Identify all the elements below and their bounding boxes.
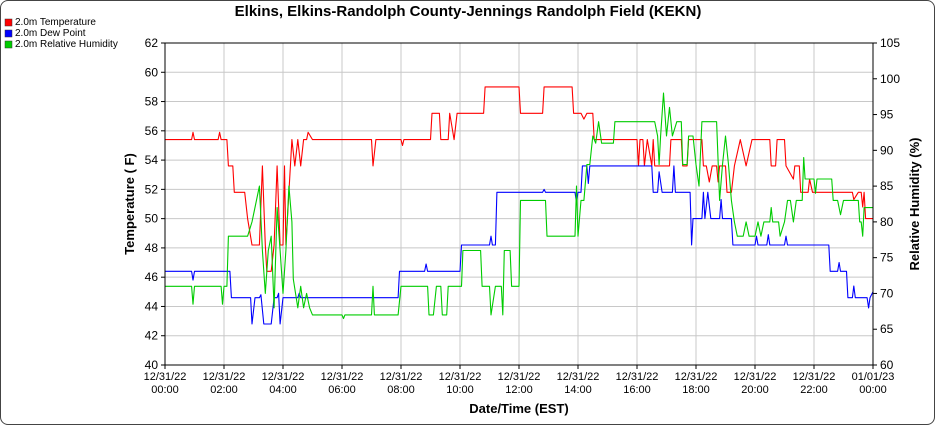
x-tick-date: 12/31/22 — [498, 371, 541, 383]
y2-tick-label: 95 — [880, 108, 894, 122]
y2-tick-label: 90 — [880, 143, 894, 157]
right-axis-ticks: 60 65 70 75 80 85 90 95 100 105 — [873, 36, 900, 372]
legend-swatch — [4, 40, 13, 49]
x-tick-date: 12/31/22 — [380, 371, 423, 383]
y-tick-label: 50 — [145, 212, 159, 226]
y-tick-label: 62 — [145, 36, 159, 50]
legend-swatch — [4, 18, 13, 27]
y-tick-label: 40 — [145, 358, 159, 372]
y2-tick-label: 80 — [880, 215, 894, 229]
y2-tick-label: 65 — [880, 322, 894, 336]
x-tick-date: 12/31/22 — [321, 371, 364, 383]
y2-tick-label: 85 — [880, 179, 894, 193]
x-tick-time: 16:00 — [623, 384, 651, 396]
x-tick-date: 12/31/22 — [675, 371, 718, 383]
x-tick-time: 10:00 — [446, 384, 474, 396]
x-tick-time: 18:00 — [682, 384, 710, 396]
y2-tick-label: 105 — [880, 36, 900, 50]
chart-title: Elkins, Elkins-Randolph County-Jennings … — [235, 3, 702, 20]
x-tick-date: 12/31/22 — [144, 371, 187, 383]
x-tick-time: 20:00 — [741, 384, 769, 396]
x-tick-date: 12/31/22 — [439, 371, 482, 383]
x-tick-date: 12/31/22 — [734, 371, 777, 383]
x-tick-time: 06:00 — [328, 384, 356, 396]
x-tick-time: 12:00 — [505, 384, 533, 396]
x-tick-time: 08:00 — [387, 384, 415, 396]
y-tick-label: 48 — [145, 241, 159, 255]
y-tick-label: 56 — [145, 124, 159, 138]
x-tick-date: 12/31/22 — [793, 371, 836, 383]
legend-swatch — [4, 29, 13, 38]
x-tick-date: 01/01/23 — [852, 371, 895, 383]
x-axis-ticks: 12/31/2200:0012/31/2202:0012/31/2204:001… — [144, 365, 895, 396]
y2-axis-title: Relative Humidity (%) — [907, 138, 922, 271]
y2-tick-label: 60 — [880, 358, 894, 372]
y2-tick-label: 70 — [880, 286, 894, 300]
legend-label: 2.0m Temperature — [15, 17, 96, 28]
x-tick-time: 22:00 — [800, 384, 828, 396]
x-tick-date: 12/31/22 — [557, 371, 600, 383]
x-tick-date: 12/31/22 — [203, 371, 246, 383]
left-axis-ticks: 40 42 44 46 48 50 52 54 56 58 60 62 — [145, 36, 165, 372]
legend-label: 2.0m Relative Humidity — [15, 39, 118, 50]
x-tick-date: 12/31/22 — [262, 371, 305, 383]
x-axis-title: Date/Time (EST) — [469, 401, 568, 416]
y-tick-label: 58 — [145, 95, 159, 109]
y-tick-label: 60 — [145, 65, 159, 79]
x-tick-time: 14:00 — [564, 384, 592, 396]
x-tick-time: 02:00 — [210, 384, 238, 396]
x-tick-time: 00:00 — [859, 384, 887, 396]
y-tick-label: 42 — [145, 329, 159, 343]
y-axis-title: Temperature ( F) — [122, 153, 137, 255]
x-tick-time: 04:00 — [269, 384, 297, 396]
series-line-0 — [165, 86, 873, 272]
y2-tick-label: 100 — [880, 72, 900, 86]
series-line-1 — [165, 165, 874, 325]
y-tick-label: 44 — [145, 299, 159, 313]
x-tick-time: 00:00 — [151, 384, 179, 396]
y2-tick-label: 75 — [880, 251, 894, 265]
x-tick-date: 12/31/22 — [616, 371, 659, 383]
y-tick-label: 52 — [145, 182, 159, 196]
series-line-2 — [165, 92, 873, 320]
y-tick-label: 46 — [145, 270, 159, 284]
series-layer — [165, 86, 874, 325]
legend-label: 2.0m Dew Point — [15, 28, 86, 39]
y-tick-label: 54 — [145, 153, 159, 167]
